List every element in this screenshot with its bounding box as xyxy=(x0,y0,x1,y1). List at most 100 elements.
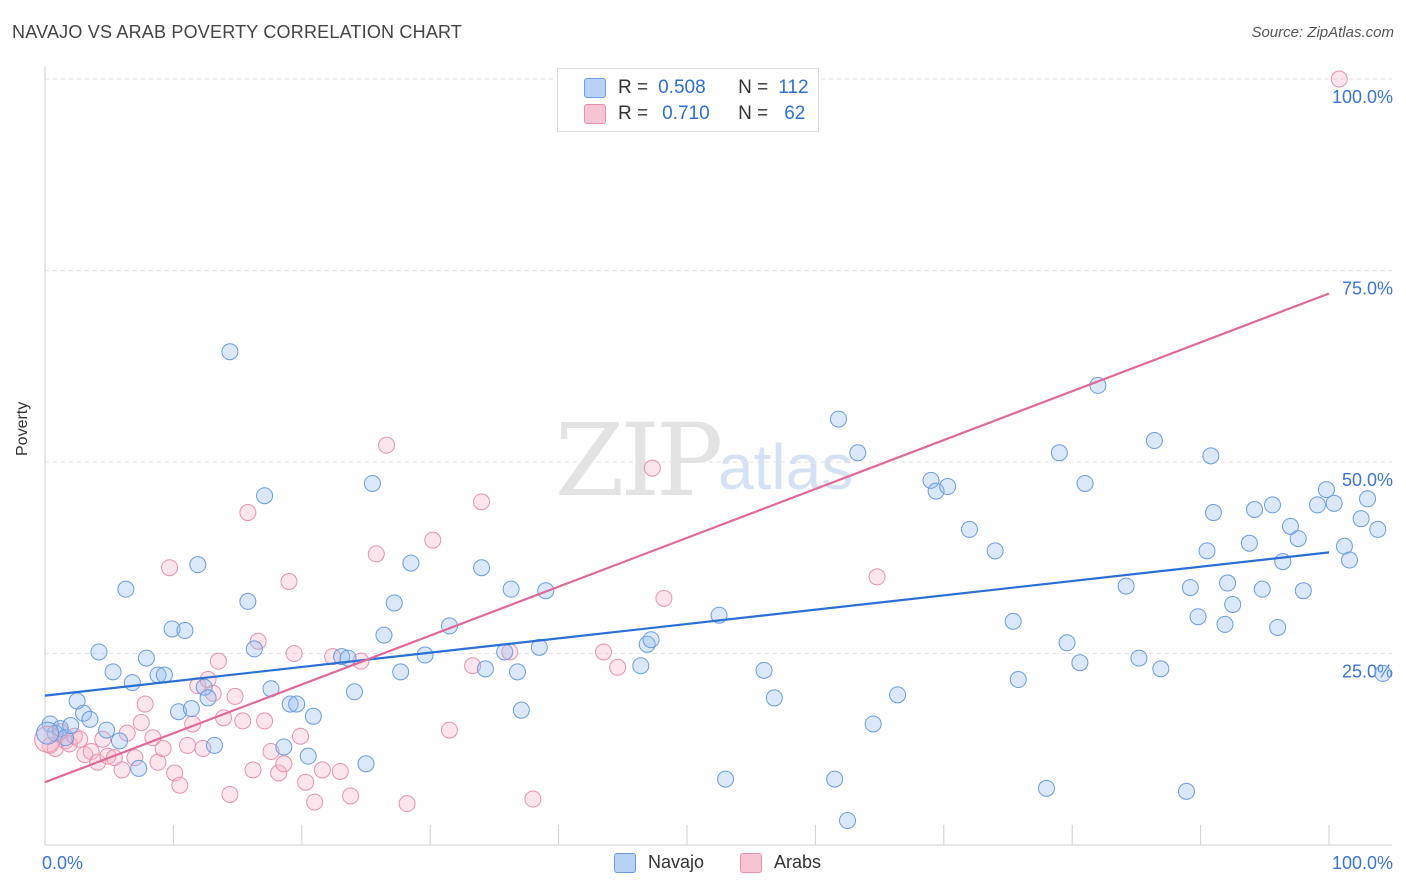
navajo-point xyxy=(75,704,93,722)
navajo-point xyxy=(110,732,128,750)
arabs-r-value: 0.710 xyxy=(662,103,710,124)
arabs-point xyxy=(262,743,280,761)
arabs-point xyxy=(1330,70,1348,88)
navajo-point xyxy=(1359,490,1377,508)
arabs-point xyxy=(275,755,293,773)
arabs-point xyxy=(244,761,262,779)
arabs-point xyxy=(342,787,360,805)
arabs-point xyxy=(292,727,310,745)
navajo-point xyxy=(473,559,491,577)
navajo-n-value: 112 xyxy=(778,77,809,98)
legend-row-navajo: R = 0.508 N = 112 xyxy=(584,77,809,99)
arabs-point xyxy=(331,762,349,780)
navajo-point xyxy=(304,707,322,725)
arabs-point xyxy=(464,657,482,675)
navajo-point xyxy=(496,643,514,661)
navajo-point xyxy=(375,626,393,644)
navajo-point xyxy=(1246,500,1264,518)
y-tick-label: 25.0% xyxy=(1342,662,1393,682)
arabs-point xyxy=(424,531,442,549)
navajo-point xyxy=(1117,577,1135,595)
navajo-point xyxy=(530,638,548,656)
navajo-r-label: R = xyxy=(618,77,649,98)
arabs-point xyxy=(136,695,154,713)
navajo-point xyxy=(1038,779,1056,797)
navajo-point xyxy=(1289,530,1307,548)
navajo-point xyxy=(717,770,735,788)
navajo-point xyxy=(104,663,122,681)
navajo-point xyxy=(1189,608,1207,626)
navajo-point xyxy=(392,663,410,681)
arabs-point xyxy=(313,761,331,779)
arabs-point xyxy=(868,568,886,586)
navajo-point xyxy=(889,686,907,704)
navajo-point xyxy=(98,721,116,739)
navajo-point xyxy=(155,666,173,684)
arabs-point xyxy=(249,632,267,650)
navajo-point xyxy=(1224,595,1242,613)
navajo-n-label: N = xyxy=(738,77,769,98)
navajo-point xyxy=(939,478,957,496)
navajo-point xyxy=(1204,504,1222,522)
navajo-point xyxy=(357,755,375,773)
arabs-point xyxy=(473,493,491,511)
arabs-point xyxy=(297,773,315,791)
navajo-point xyxy=(1341,551,1359,569)
navajo-point xyxy=(1352,510,1370,528)
arabs-point xyxy=(171,776,189,794)
navajo-point xyxy=(189,556,207,574)
navajo-point xyxy=(1058,634,1076,652)
navajo-point xyxy=(416,646,434,664)
navajo-point xyxy=(117,580,135,598)
navajo-point xyxy=(632,657,650,675)
navajo-point xyxy=(960,520,978,538)
navajo-point xyxy=(476,660,494,678)
arabs-point xyxy=(154,739,172,757)
navajo-point xyxy=(81,710,99,728)
navajo-point xyxy=(1325,494,1343,512)
arabs-cluster-point xyxy=(34,725,62,753)
navajo-r-value: 0.508 xyxy=(658,77,706,98)
navajo-point xyxy=(402,554,420,572)
navajo-point xyxy=(864,715,882,733)
navajo-point xyxy=(1374,664,1392,682)
navajo-swatch xyxy=(584,78,606,98)
navajo-point xyxy=(1269,618,1287,636)
navajo-point xyxy=(1145,432,1163,450)
navajo-point xyxy=(239,592,257,610)
navajo-point xyxy=(1308,496,1326,514)
navajo-point xyxy=(509,663,527,681)
arabs-point xyxy=(113,761,131,779)
navajo-point xyxy=(199,689,217,707)
arabs-swatch xyxy=(584,104,606,124)
navajo-point xyxy=(137,649,155,667)
navajo-point xyxy=(385,594,403,612)
arabs-point xyxy=(82,743,100,761)
navajo-point xyxy=(1050,444,1068,462)
correlation-legend: R = 0.508 N = 112 R = 0.710 N = 62 xyxy=(557,68,819,132)
arabs-point xyxy=(221,785,239,803)
navajo-point xyxy=(182,700,200,718)
navajo-point xyxy=(1240,534,1258,552)
navajo-point xyxy=(642,631,660,649)
source-credit: Source: ZipAtlas.com xyxy=(1251,24,1394,41)
navajo-point xyxy=(922,471,940,489)
navajo-point xyxy=(170,703,188,721)
arabs-point xyxy=(256,712,274,730)
navajo-point xyxy=(275,738,293,756)
navajo-point xyxy=(1181,579,1199,597)
arabs-point xyxy=(524,790,542,808)
navajo-point xyxy=(1009,671,1027,689)
bottom-arabs-swatch xyxy=(740,852,762,873)
bottom-navajo-label: Navajo xyxy=(648,852,705,872)
navajo-point xyxy=(1317,481,1335,499)
navajo-point xyxy=(1253,580,1271,598)
navajo-point xyxy=(245,640,263,658)
navajo-point xyxy=(1152,660,1170,678)
navajo-point xyxy=(512,701,530,719)
arabs-point xyxy=(132,713,150,731)
arabs-n-label: N = xyxy=(738,103,769,124)
y-axis-label: Poverty xyxy=(14,401,31,456)
arabs-r-label: R = xyxy=(618,103,649,124)
